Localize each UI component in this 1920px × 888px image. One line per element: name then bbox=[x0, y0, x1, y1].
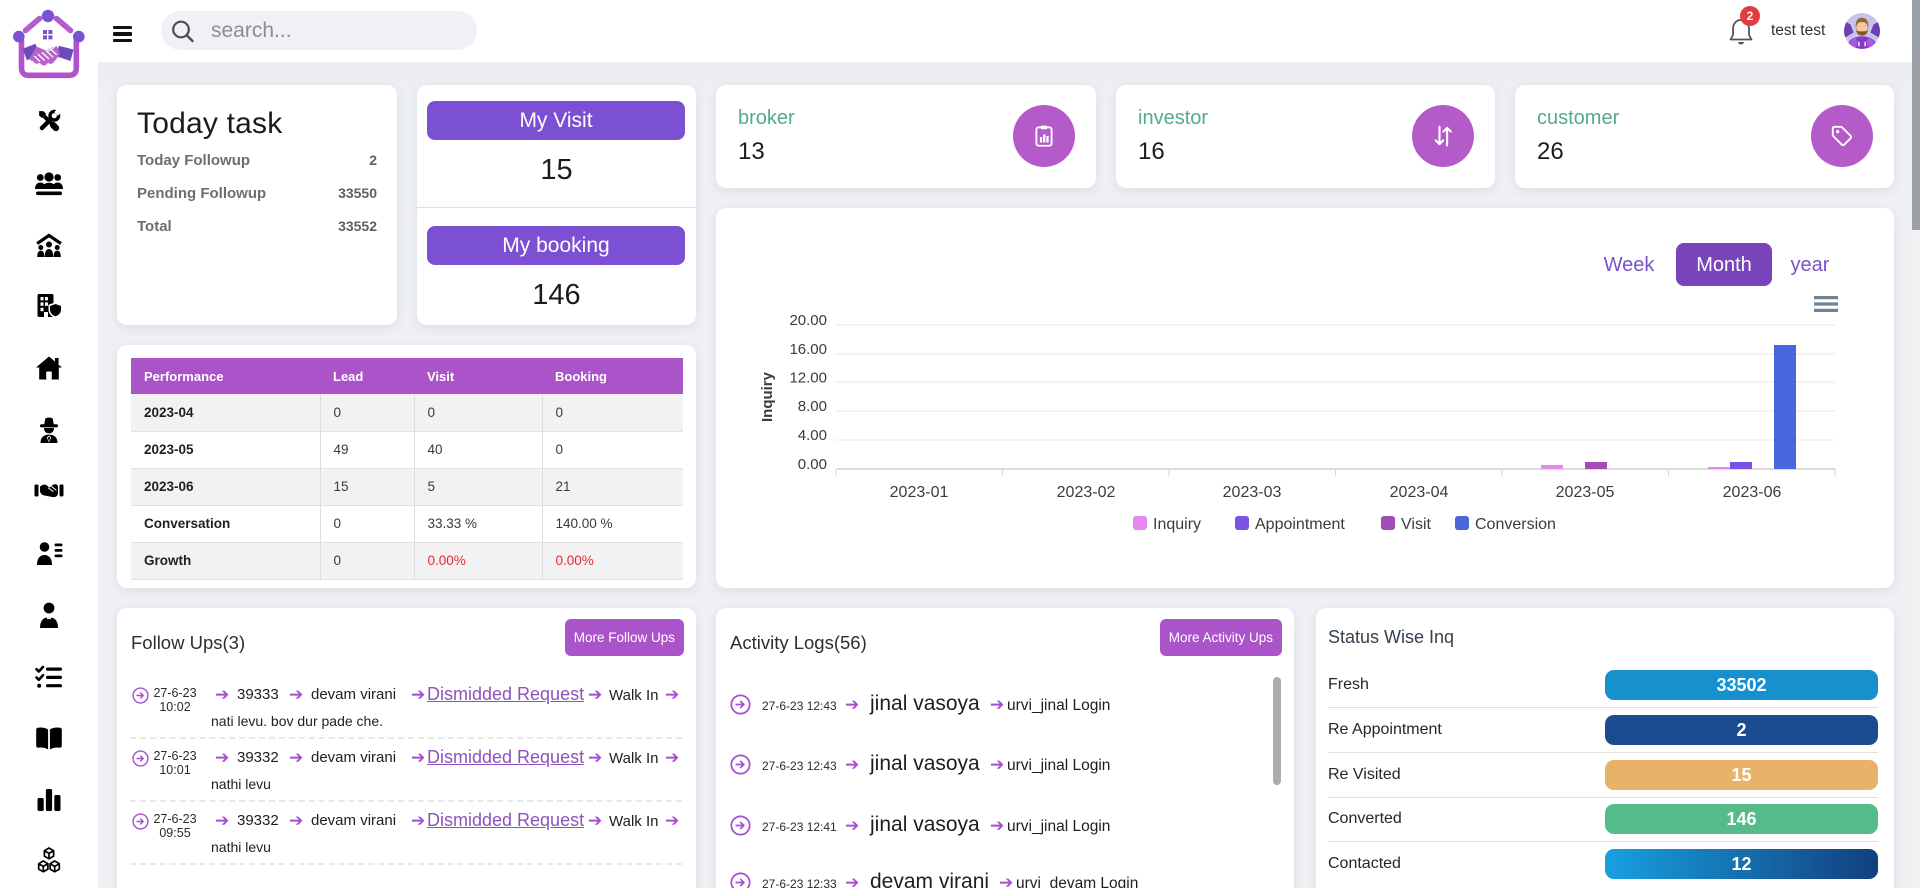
svg-text:2023-04: 2023-04 bbox=[1390, 484, 1449, 501]
svg-text:2023-05: 2023-05 bbox=[1556, 484, 1615, 501]
svg-text:2023-01: 2023-01 bbox=[890, 484, 949, 501]
svg-text:2023-02: 2023-02 bbox=[1057, 484, 1116, 501]
svg-text:Visit: Visit bbox=[1401, 516, 1431, 533]
svg-text:Inquiry: Inquiry bbox=[759, 371, 776, 422]
svg-text:Appointment: Appointment bbox=[1255, 516, 1345, 533]
svg-text:4.00: 4.00 bbox=[798, 427, 827, 444]
svg-text:year: year bbox=[1791, 254, 1830, 276]
svg-text:20.00: 20.00 bbox=[789, 312, 827, 329]
svg-text:2023-06: 2023-06 bbox=[1723, 484, 1782, 501]
svg-text:Inquiry: Inquiry bbox=[1153, 516, 1201, 533]
svg-text:Conversion: Conversion bbox=[1475, 516, 1556, 533]
svg-text:Week: Week bbox=[1604, 254, 1656, 276]
svg-text:12.00: 12.00 bbox=[789, 370, 827, 387]
svg-text:2023-03: 2023-03 bbox=[1223, 484, 1282, 501]
svg-text:0.00: 0.00 bbox=[798, 456, 827, 473]
svg-text:16.00: 16.00 bbox=[789, 341, 827, 358]
svg-text:8.00: 8.00 bbox=[798, 398, 827, 415]
svg-text:Month: Month bbox=[1696, 254, 1752, 276]
